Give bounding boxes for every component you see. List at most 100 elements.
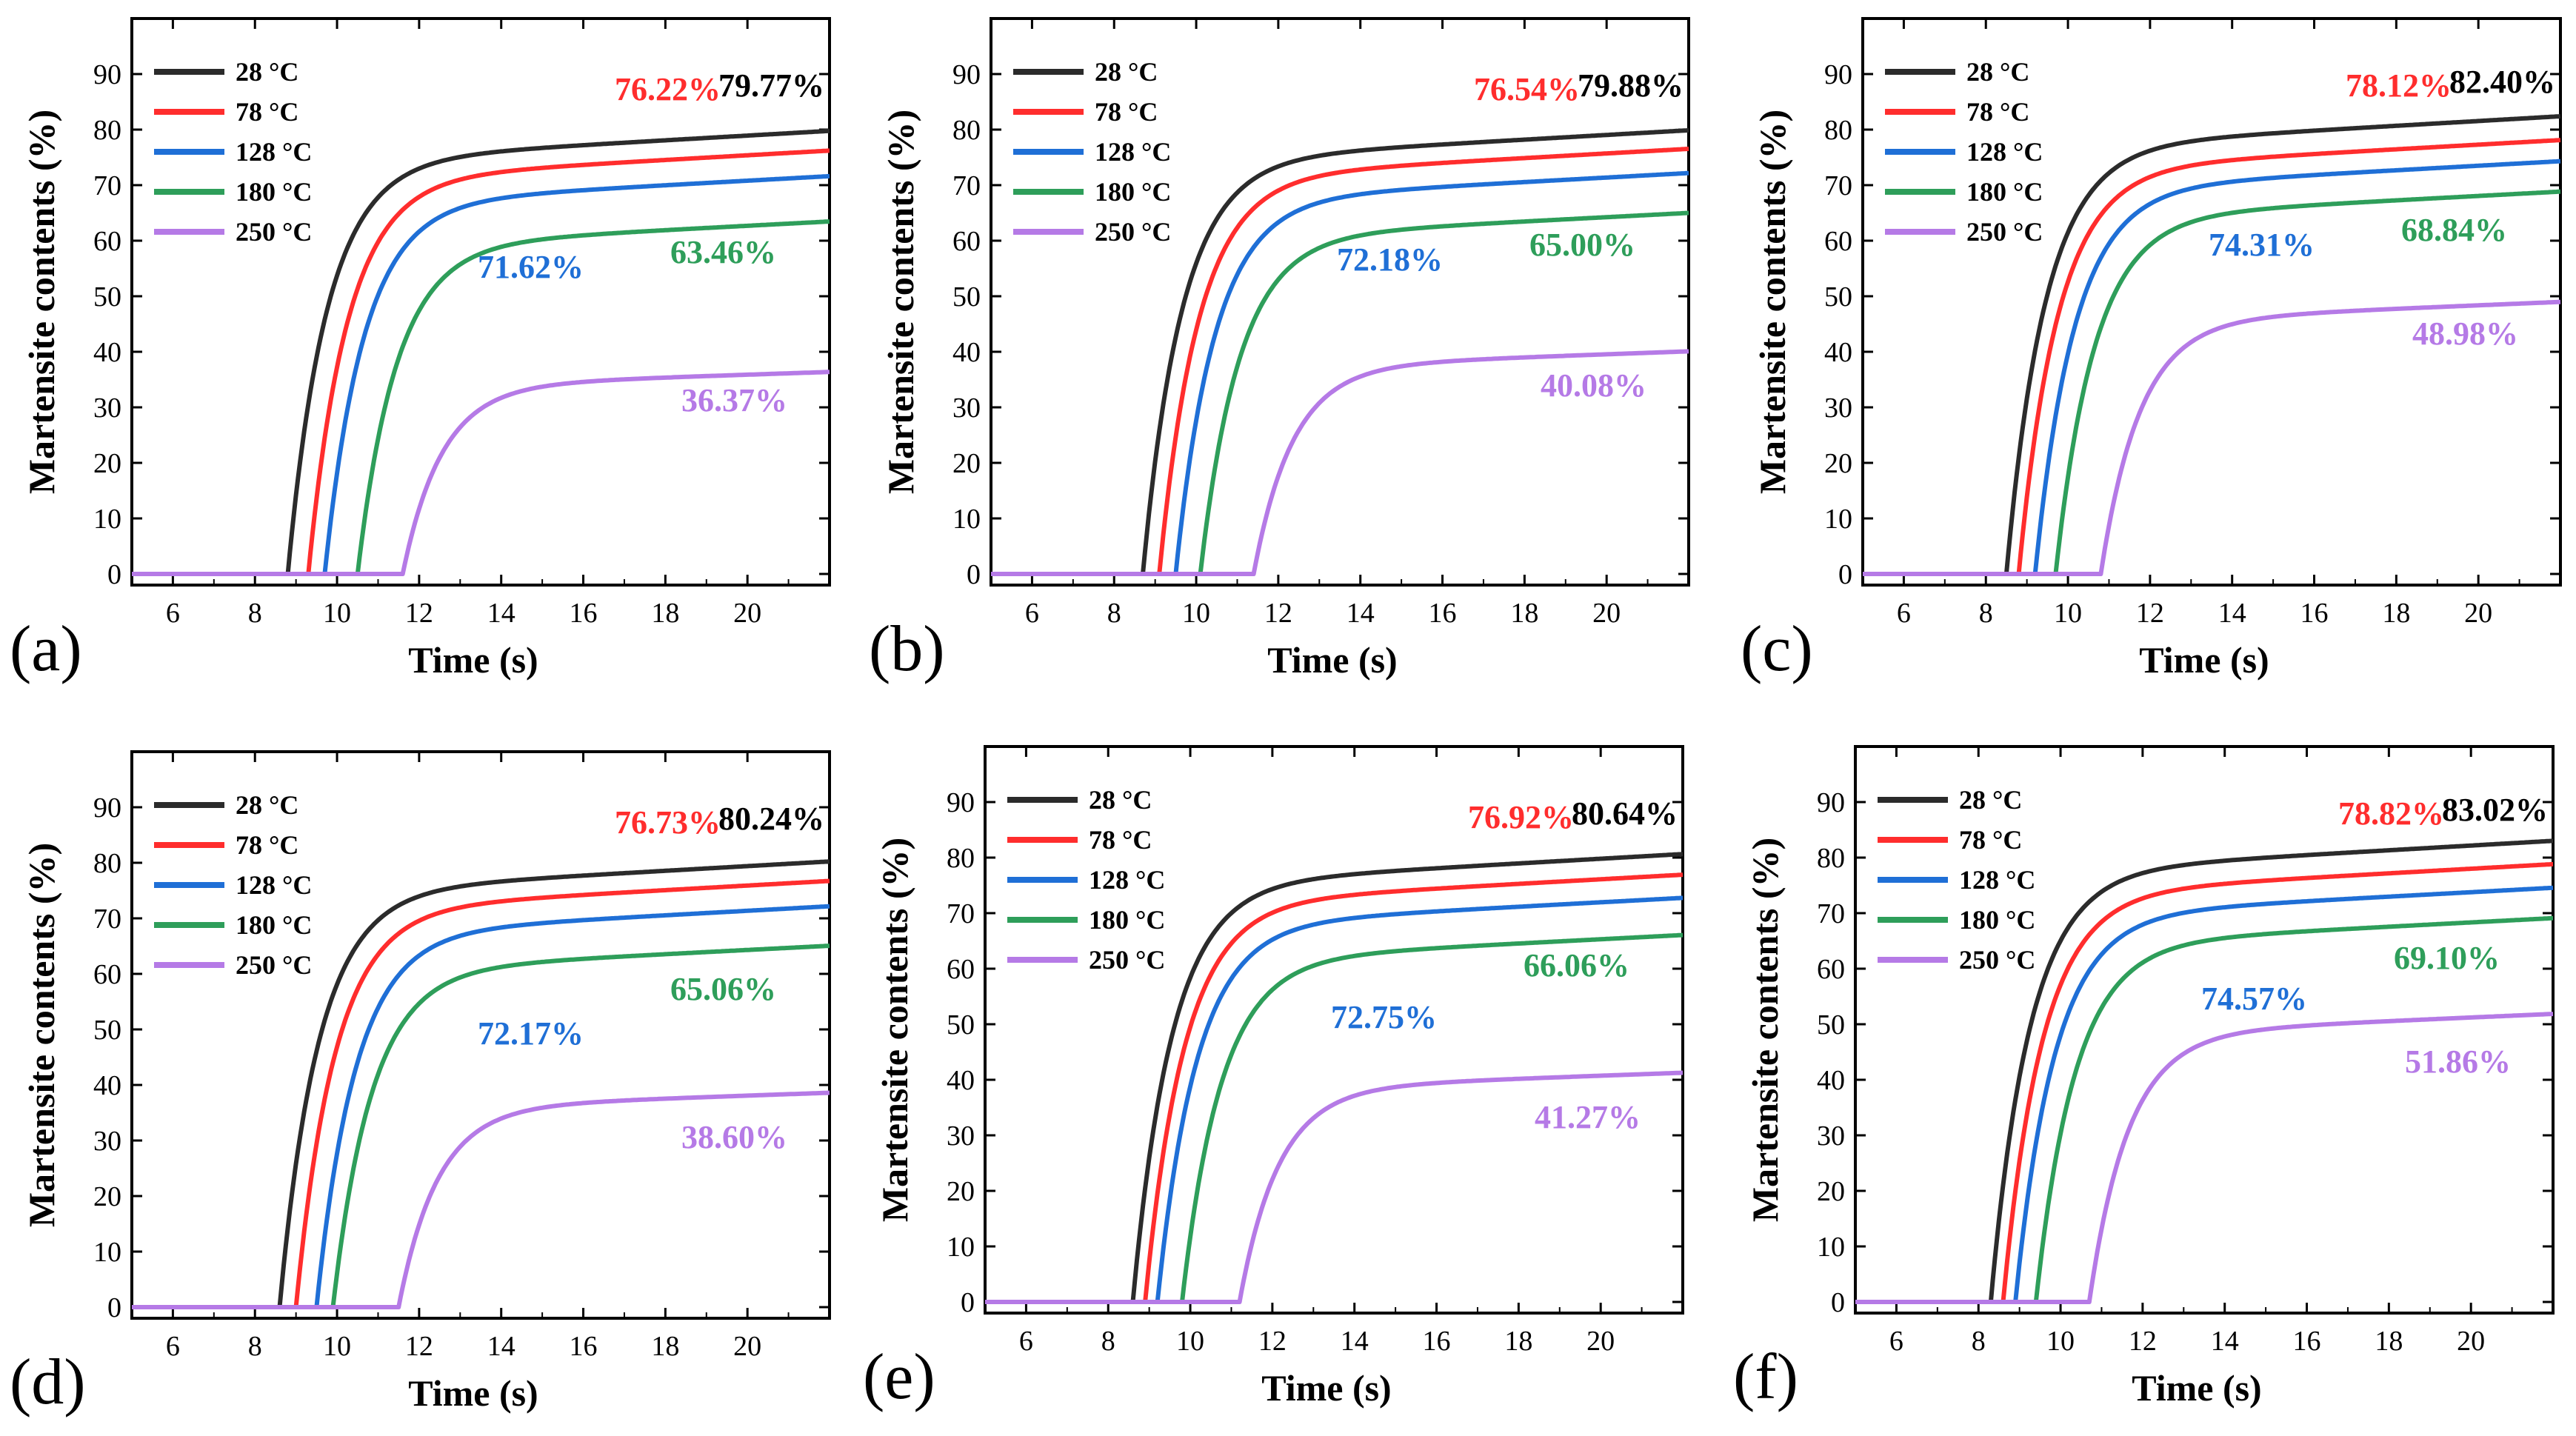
- legend-label-2: 78 °C: [1095, 97, 1158, 127]
- legend-label-2: 78 °C: [1966, 97, 2029, 127]
- y-tick-label: 90: [1817, 787, 1845, 818]
- x-tick-label: 16: [2293, 1326, 2321, 1357]
- y-tick-label: 30: [1817, 1121, 1845, 1152]
- annotation-4: 66.06%: [1524, 947, 1629, 984]
- annotation-3: 72.18%: [1337, 241, 1443, 278]
- x-axis-label: Time (s): [1267, 639, 1397, 681]
- legend-label-3: 128 °C: [1959, 865, 2035, 895]
- y-tick-label: 60: [1824, 226, 1852, 257]
- y-tick-label: 30: [1824, 393, 1852, 424]
- y-tick-label: 80: [93, 848, 121, 879]
- x-tick-label: 20: [2457, 1326, 2485, 1357]
- y-tick-label: 90: [947, 787, 975, 818]
- x-tick-label: 10: [1182, 598, 1210, 629]
- x-tick-label: 10: [2046, 1326, 2075, 1357]
- y-tick-label: 20: [1824, 448, 1852, 479]
- x-tick-label: 16: [2300, 598, 2329, 629]
- annotation-4: 68.84%: [2401, 212, 2507, 248]
- legend-label-4: 180 °C: [1966, 177, 2043, 207]
- y-axis-label: Martensite contents (%): [21, 110, 62, 494]
- x-tick-label: 10: [323, 1331, 351, 1362]
- x-tick-label: 18: [651, 598, 679, 629]
- x-tick-label: 12: [405, 1331, 433, 1362]
- legend-label-1: 28 °C: [236, 57, 298, 87]
- x-tick-label: 18: [651, 1331, 679, 1362]
- plot-frame: [130, 750, 831, 1320]
- x-tick-label: 14: [1347, 598, 1375, 629]
- annotation-1: 80.24%: [718, 801, 824, 837]
- y-tick-label: 70: [1824, 170, 1852, 201]
- chart-panel-1: 6 8 10 12 14 16 18 20 0 10 20 30 40 50 60 70 80 90 Time (s…: [10, 17, 831, 685]
- y-tick-label: 50: [952, 281, 981, 313]
- annotation-1: 80.64%: [1572, 795, 1678, 832]
- y-tick-label: 80: [1824, 115, 1852, 146]
- y-tick-label: 20: [93, 448, 121, 479]
- y-axis-label: Martensite contents (%): [1744, 838, 1786, 1222]
- y-tick-label: 70: [947, 898, 975, 929]
- annotation-5: 36.37%: [681, 382, 787, 418]
- y-tick-label: 10: [947, 1232, 975, 1263]
- annotation-2: 78.12%: [2346, 67, 2452, 104]
- panel-label: (b): [869, 613, 945, 685]
- series-line-2: [990, 147, 1689, 576]
- annotation-3: 74.57%: [2201, 981, 2307, 1017]
- legend-label-1: 28 °C: [236, 790, 298, 820]
- legend-label-1: 28 °C: [1089, 785, 1152, 815]
- chart-panel-6: 6 8 10 12 14 16 18 20 0 10 20 30 40 50 60 70 80 90 Time (s…: [1733, 745, 2555, 1413]
- annotation-3: 71.62%: [478, 249, 584, 285]
- x-tick-label: 8: [1107, 598, 1121, 629]
- legend-label-5: 250 °C: [236, 950, 312, 980]
- legend-label-2: 78 °C: [236, 97, 298, 127]
- legend-label-4: 180 °C: [236, 177, 312, 207]
- y-tick-label: 40: [952, 337, 981, 368]
- series-line-5: [1862, 299, 2561, 576]
- x-tick-label: 8: [248, 1331, 262, 1362]
- y-tick-label: 0: [961, 1287, 975, 1318]
- annotation-4: 63.46%: [670, 234, 776, 270]
- annotation-4: 65.00%: [1529, 227, 1635, 263]
- x-tick-label: 20: [733, 1331, 761, 1362]
- x-axis-label: Time (s): [1261, 1367, 1391, 1409]
- panel-label: (d): [10, 1346, 86, 1418]
- x-tick-label: 6: [1019, 1326, 1033, 1357]
- x-tick-label: 8: [1101, 1326, 1115, 1357]
- annotation-1: 83.02%: [2442, 792, 2548, 828]
- annotation-4: 69.10%: [2394, 940, 2500, 976]
- x-axis-label: Time (s): [408, 1372, 538, 1414]
- annotation-2: 78.82%: [2338, 795, 2444, 832]
- legend-label-5: 250 °C: [1959, 945, 2035, 975]
- plot-frame: [1861, 17, 2562, 587]
- x-tick-label: 20: [1586, 1326, 1615, 1357]
- annotation-3: 72.17%: [478, 1015, 584, 1052]
- legend-label-4: 180 °C: [1959, 905, 2035, 935]
- annotation-2: 76.54%: [1474, 71, 1580, 107]
- chart-panel-3: 6 8 10 12 14 16 18 20 0 10 20 30 40 50 60 70 80 90 Time (s…: [1741, 17, 2562, 685]
- chart-panel-2: 6 8 10 12 14 16 18 20 0 10 20 30 40 50 60 70 80 90 Time (s…: [869, 17, 1690, 685]
- x-tick-label: 12: [2129, 1326, 2157, 1357]
- y-tick-label: 70: [93, 170, 121, 201]
- y-tick-label: 20: [952, 448, 981, 479]
- x-tick-label: 6: [1025, 598, 1039, 629]
- x-tick-label: 6: [166, 598, 180, 629]
- y-tick-label: 40: [947, 1065, 975, 1096]
- legend-label-5: 250 °C: [1095, 217, 1171, 247]
- x-tick-label: 20: [733, 598, 761, 629]
- series-line-5: [1855, 1012, 2554, 1304]
- y-tick-label: 50: [93, 1015, 121, 1046]
- y-tick-label: 20: [1817, 1176, 1845, 1207]
- x-tick-label: 14: [2211, 1326, 2239, 1357]
- panel-label: (f): [1733, 1341, 1798, 1413]
- y-tick-label: 90: [952, 59, 981, 90]
- y-tick-label: 40: [93, 337, 121, 368]
- y-tick-label: 90: [1824, 59, 1852, 90]
- y-tick-label: 10: [952, 504, 981, 535]
- x-axis-label: Time (s): [2132, 1367, 2261, 1409]
- y-tick-label: 30: [93, 393, 121, 424]
- y-tick-label: 50: [1824, 281, 1852, 313]
- y-tick-label: 30: [93, 1126, 121, 1157]
- x-tick-label: 14: [487, 1331, 515, 1362]
- y-tick-label: 80: [952, 115, 981, 146]
- x-tick-label: 18: [2375, 1326, 2403, 1357]
- y-axis-label: Martensite contents (%): [21, 843, 62, 1227]
- legend-label-5: 250 °C: [1966, 217, 2043, 247]
